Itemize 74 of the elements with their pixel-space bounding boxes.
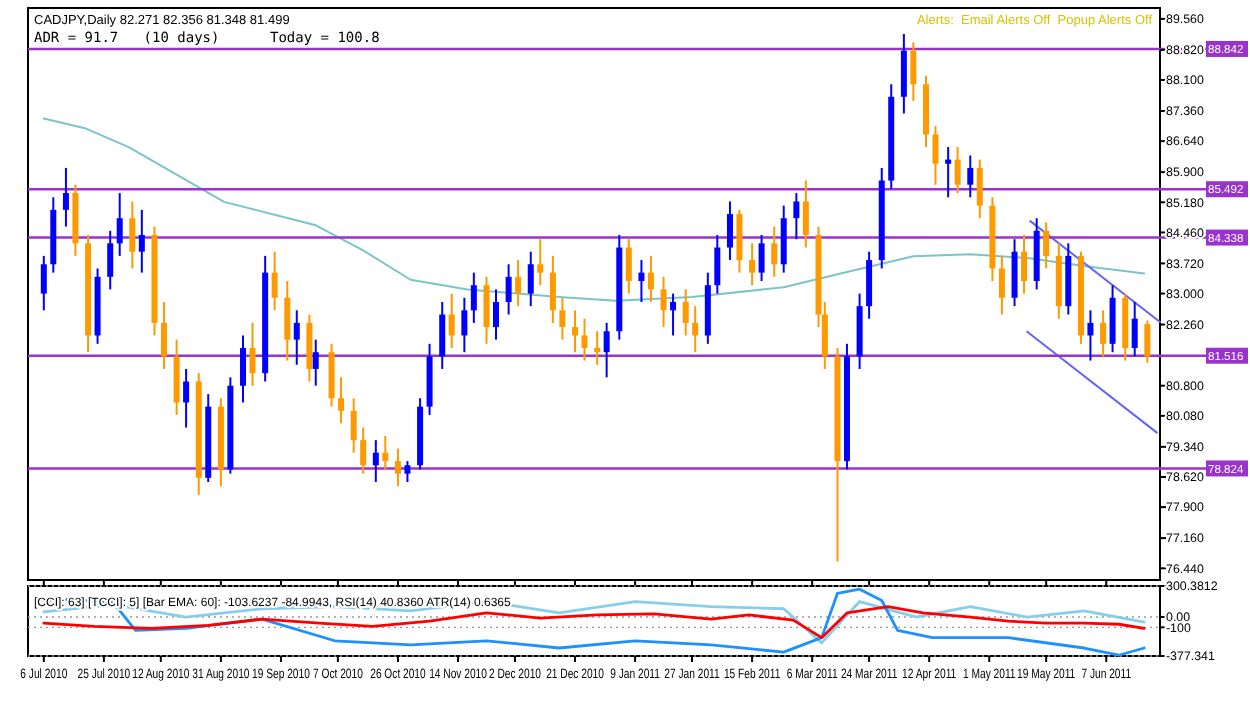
candlestick (758, 233, 765, 283)
candlestick (1087, 309, 1094, 362)
candlestick (129, 200, 136, 270)
candlestick (461, 296, 468, 354)
candlestick (394, 447, 401, 488)
candlestick (976, 158, 983, 220)
candlestick (866, 250, 873, 320)
candlestick (470, 271, 477, 324)
candlestick (183, 367, 190, 429)
candlestick (40, 254, 47, 312)
candlestick (1109, 284, 1116, 354)
candlestick (1043, 221, 1050, 270)
candlestick (549, 254, 556, 324)
candlestick (736, 208, 743, 274)
candlestick (515, 259, 522, 308)
candlestick (726, 200, 733, 262)
candlestick (771, 225, 778, 278)
candlestick (714, 233, 721, 295)
candlestick (910, 41, 917, 102)
candlestick (932, 125, 939, 186)
candlestick (293, 309, 300, 366)
candlestick (160, 300, 167, 370)
candlestick (638, 259, 645, 303)
candlestick (749, 242, 756, 287)
candlestick (581, 317, 588, 362)
candlestick (107, 229, 114, 291)
candlestick (338, 376, 345, 425)
candlestick (660, 275, 667, 329)
candlestick (116, 192, 123, 257)
candlestick (692, 305, 699, 354)
candlestick (249, 321, 256, 387)
candlestick (945, 146, 952, 199)
candlestick (173, 338, 180, 417)
candlestick (682, 288, 689, 337)
candlestick (448, 292, 455, 350)
candlestick (62, 166, 69, 228)
candlestick (306, 313, 313, 383)
candlestick (492, 288, 499, 341)
candlestick (1011, 238, 1018, 308)
candlestick (1100, 309, 1107, 358)
candlestick (1144, 319, 1151, 364)
candlestick (505, 263, 512, 316)
candlestick (1131, 300, 1138, 358)
candlestick (271, 250, 278, 312)
line-series (42, 117, 1146, 302)
candlestick (780, 204, 787, 274)
candlestick (670, 292, 677, 337)
candlestick (138, 208, 145, 274)
candlestick (559, 296, 566, 341)
candlestick (527, 250, 534, 308)
candlestick (284, 280, 291, 362)
candlestick (572, 309, 579, 354)
candlestick (537, 238, 544, 287)
candlestick (594, 330, 601, 366)
candlestick (900, 32, 907, 115)
candlestick (372, 439, 379, 484)
candlestick (967, 154, 974, 199)
candlestick (802, 179, 809, 249)
candlestick (360, 426, 367, 475)
candlestick (328, 342, 335, 408)
candlestick (350, 397, 357, 454)
candlestick (312, 338, 319, 387)
candlestick (954, 146, 961, 195)
candlestick (998, 254, 1005, 316)
candlestick (647, 254, 654, 303)
candlestick (240, 334, 247, 404)
candlestick (1021, 233, 1028, 295)
candlestick (625, 238, 632, 295)
candlestick (439, 300, 446, 370)
candlestick (382, 434, 389, 471)
candlestick (483, 275, 490, 345)
candlestick (793, 192, 800, 241)
candlestick (603, 321, 610, 379)
candlestick (404, 460, 411, 484)
